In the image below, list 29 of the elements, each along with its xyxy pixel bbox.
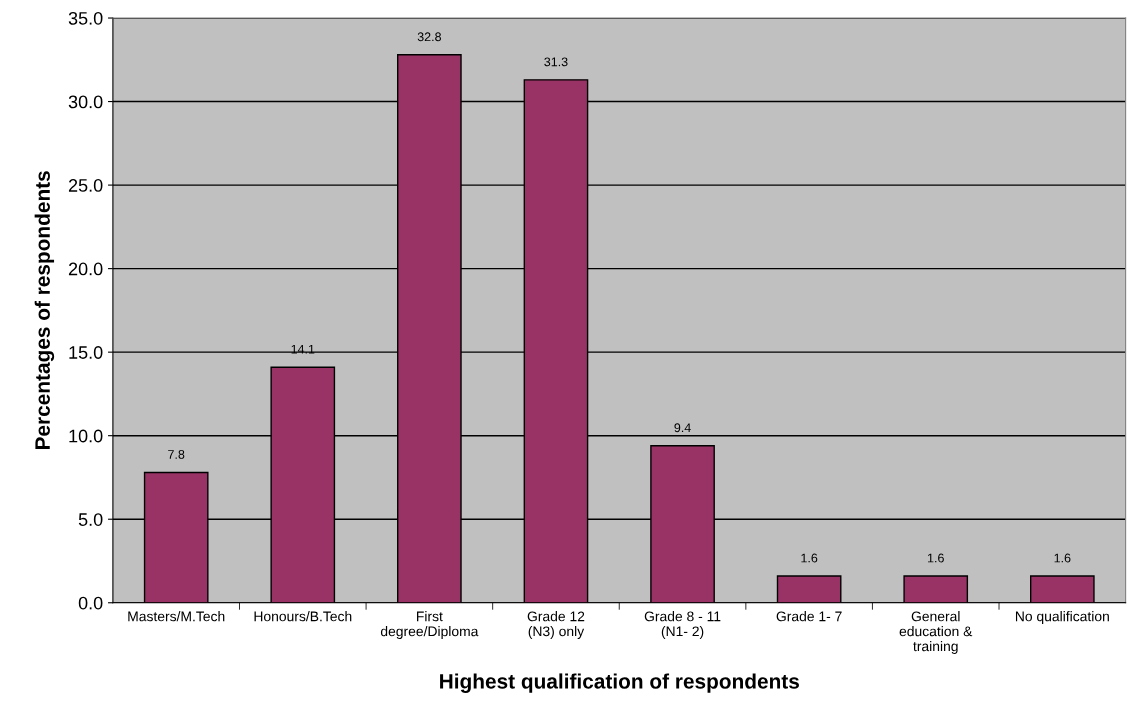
data-label: 9.4: [674, 423, 691, 433]
x-tick-label: Grade 12 (N3) only: [527, 611, 585, 639]
data-label: 14.1: [291, 344, 315, 354]
y-tick-label: 25.0: [68, 179, 103, 192]
x-axis-title: Highest qualification of respondents: [440, 673, 799, 693]
bar: [903, 575, 969, 603]
x-tick-label: First degree/Diploma: [380, 611, 479, 639]
x-tick-label: Grade 8 - 11 (N1- 2): [644, 611, 721, 639]
data-label: 1.6: [1054, 553, 1071, 563]
data-label: 31.3: [544, 57, 568, 67]
data-label: 1.6: [801, 553, 818, 563]
data-label: 1.6: [927, 553, 944, 563]
x-tick-label: General education & training: [899, 611, 973, 654]
y-tick-label: 10.0: [69, 429, 103, 443]
x-tick-label: No qualification: [1015, 611, 1109, 625]
y-tick-label: 35.0: [68, 11, 103, 25]
x-tick-label: Honours/B.Tech: [254, 611, 352, 622]
data-label: 32.8: [417, 32, 441, 42]
y-tick-label: 0.0: [78, 596, 103, 610]
y-tick-label: 5.0: [78, 513, 103, 526]
x-tick-label: Masters/M.Tech: [128, 611, 225, 622]
bar: [1029, 575, 1095, 603]
y-axis-title: Percentages of respondents: [34, 171, 55, 450]
x-tick-label: Grade 1- 7: [776, 611, 842, 622]
y-tick-label: 20.0: [68, 262, 103, 276]
y-tick-label: 30.0: [68, 95, 103, 109]
data-label: 7.8: [168, 450, 185, 459]
bar: [776, 575, 842, 603]
y-tick-label: 15.0: [69, 346, 103, 359]
